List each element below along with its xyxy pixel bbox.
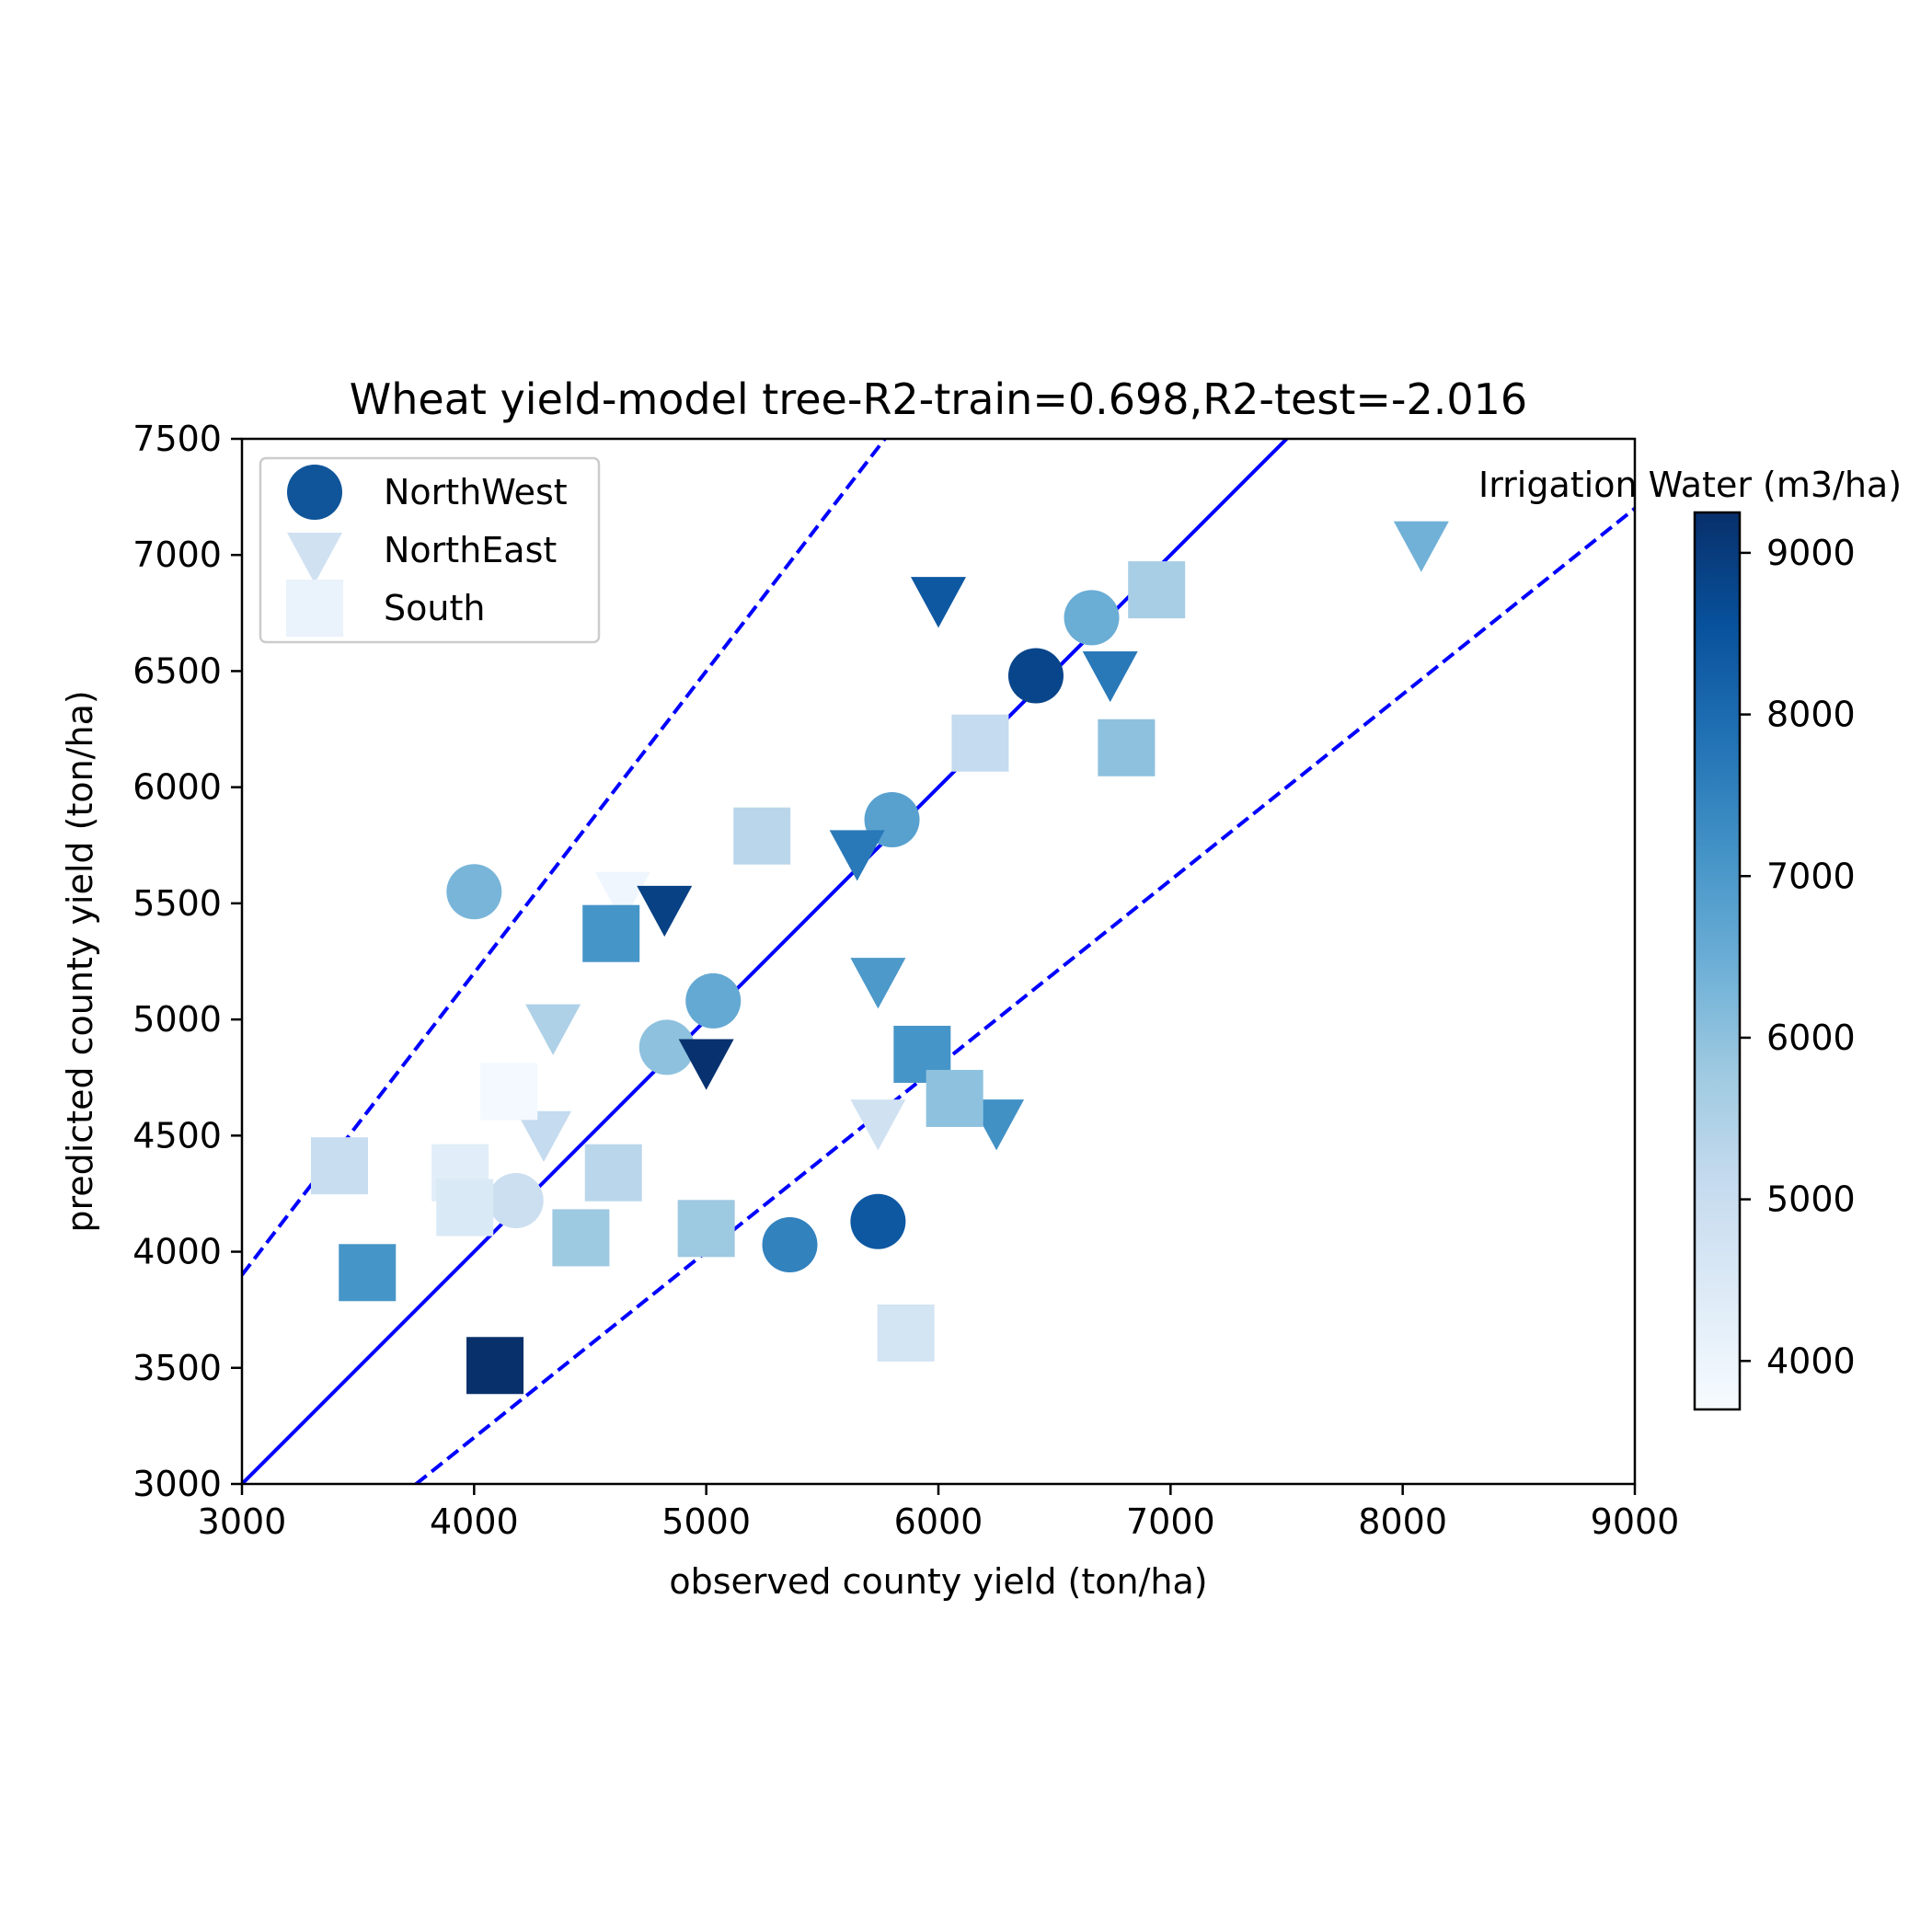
x-tick-label: 8000 (1358, 1501, 1447, 1542)
y-tick-label: 4500 (132, 1115, 222, 1156)
legend-label-northwest: NorthWest (384, 472, 568, 512)
legend-marker-northeast (287, 533, 342, 584)
point-northwest (1064, 590, 1120, 646)
point-south (310, 1137, 368, 1195)
colorbar-ticks: 4000 5000 6000 7000 8000 9000 (1740, 533, 1856, 1381)
legend-marker-south (286, 580, 343, 637)
y-tick-label: 7500 (132, 419, 222, 459)
colorbar-tick-label: 6000 (1766, 1018, 1856, 1058)
x-tick-label: 9000 (1591, 1501, 1680, 1542)
y-tick-label: 5000 (132, 999, 222, 1040)
legend-label-south: South (384, 588, 485, 628)
y-axis-label: predicted county yield (ton/ha) (60, 690, 100, 1232)
point-south (480, 1063, 538, 1121)
colorbar (1693, 511, 1742, 1411)
chart-title: Wheat yield-model tree-R2-train=0.698,R2… (350, 374, 1527, 424)
point-south (436, 1179, 494, 1236)
point-northwest (446, 864, 502, 920)
point-south (877, 1304, 935, 1362)
point-south (552, 1209, 610, 1267)
point-northeast (1393, 521, 1449, 572)
legend-marker-northwest (287, 465, 342, 520)
point-northeast (678, 1039, 734, 1090)
point-northwest (488, 1173, 544, 1229)
point-northeast (637, 885, 693, 937)
colorbar-tick-label: 7000 (1766, 856, 1856, 896)
reference-lines (242, 439, 1635, 1484)
data-points (310, 521, 1449, 1395)
colorbar-tick-label: 5000 (1766, 1179, 1856, 1220)
x-tick-label: 4000 (430, 1501, 519, 1542)
point-south (926, 1069, 983, 1127)
legend: NorthWest NorthEast South (259, 456, 601, 644)
point-south (1098, 719, 1156, 776)
y-tick-label: 7000 (132, 535, 222, 575)
y-tick-label: 6000 (132, 767, 222, 808)
identity-line (242, 439, 1290, 1484)
point-northeast (911, 577, 966, 628)
y-tick-label: 4000 (132, 1232, 222, 1272)
point-northwest (685, 972, 742, 1029)
point-northeast (1082, 650, 1138, 703)
point-northeast (829, 830, 885, 881)
x-axis: 3000 4000 5000 6000 7000 8000 9000 (198, 1484, 1680, 1542)
point-south (584, 1144, 642, 1202)
point-northwest (638, 1019, 695, 1075)
point-south (951, 714, 1009, 772)
x-tick-label: 5000 (661, 1501, 751, 1542)
point-northeast (516, 1110, 572, 1162)
point-northeast (850, 1099, 906, 1151)
colorbar-tick-label: 4000 (1766, 1340, 1856, 1381)
point-northwest (850, 1193, 906, 1249)
y-axis: 3000 3500 4000 4500 5000 5500 6000 6500 7000 7500 (132, 419, 242, 1504)
x-tick-label: 3000 (198, 1501, 287, 1542)
point-northeast (525, 1004, 581, 1055)
x-tick-label: 7000 (1126, 1501, 1215, 1542)
point-south (733, 807, 791, 865)
point-south (677, 1200, 735, 1258)
point-south (1128, 561, 1186, 619)
point-northeast (850, 958, 906, 1009)
colorbar-tick-label: 8000 (1766, 695, 1856, 735)
legend-label-northeast: NorthEast (384, 530, 557, 570)
y-tick-label: 3500 (132, 1348, 222, 1388)
point-northwest (1007, 648, 1064, 704)
x-tick-label: 6000 (894, 1501, 983, 1542)
point-south (582, 904, 640, 962)
y-tick-label: 5500 (132, 883, 222, 924)
point-south (466, 1337, 524, 1395)
legend-frame (259, 456, 601, 644)
point-south (339, 1244, 397, 1302)
y-tick-label: 3000 (132, 1464, 222, 1504)
y-tick-label: 6500 (132, 650, 222, 691)
point-northwest (762, 1216, 818, 1272)
x-axis-label: observed county yield (ton/ha) (669, 1561, 1207, 1602)
colorbar-label: Irrigation Water (m3/ha) (1478, 465, 1902, 505)
point-northeast (594, 871, 650, 923)
colorbar-tick-label: 9000 (1766, 533, 1856, 573)
